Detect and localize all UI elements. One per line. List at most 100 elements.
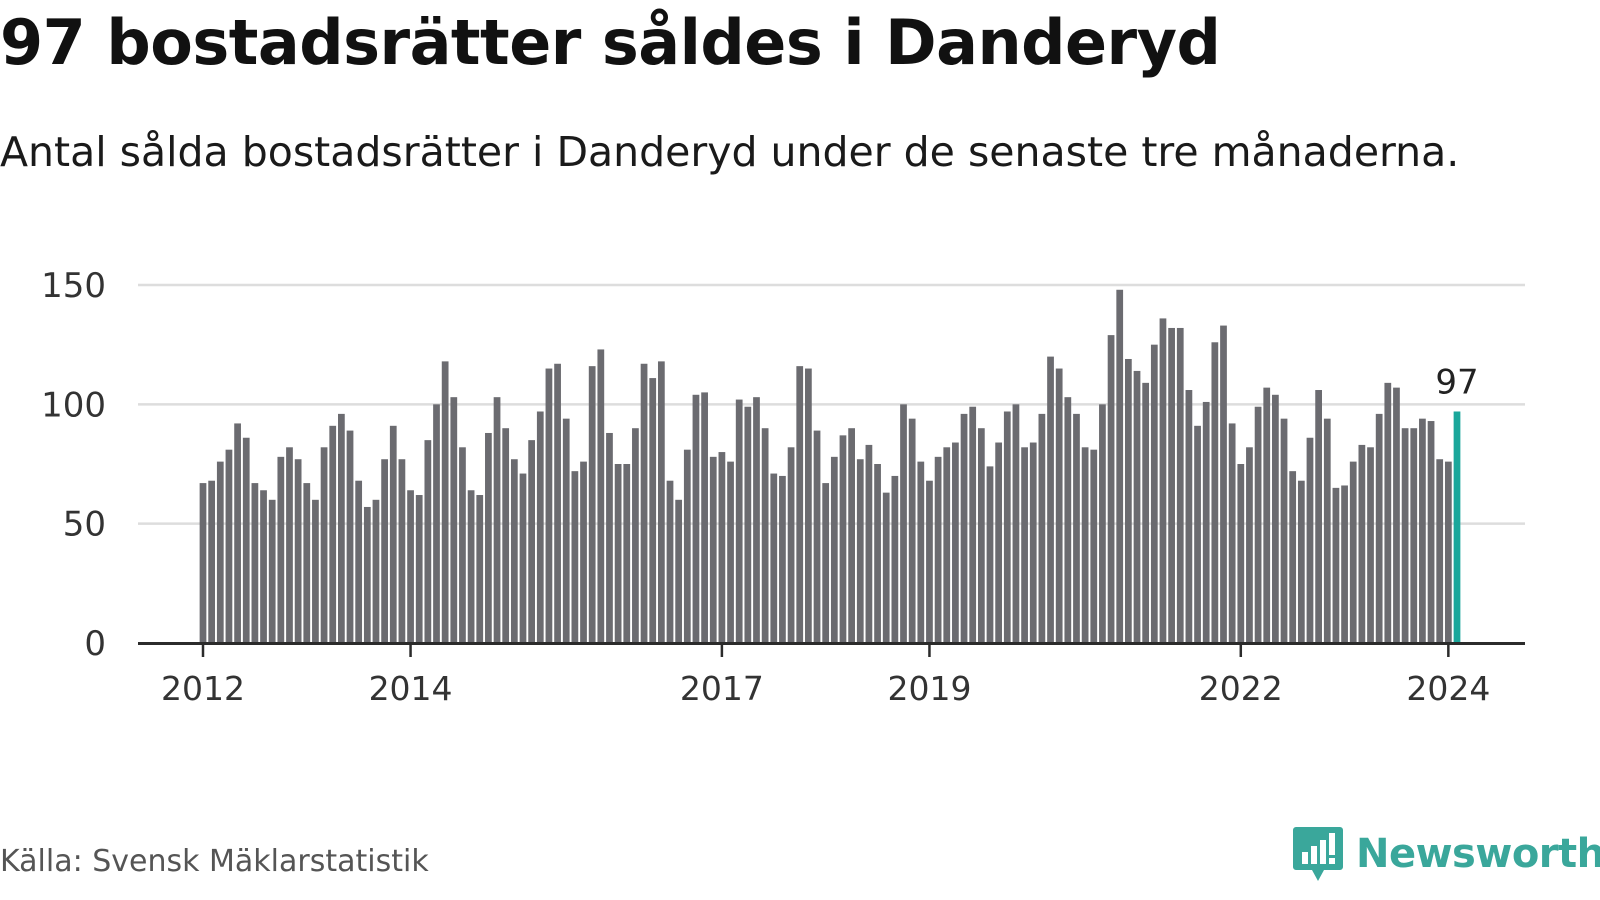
bar [753, 397, 760, 643]
bar [709, 456, 717, 643]
bar [355, 480, 363, 643]
bar [1237, 464, 1245, 643]
x-tick-label: 2012 [161, 669, 245, 708]
bar [372, 499, 380, 643]
bar [1099, 404, 1106, 643]
bar [701, 392, 708, 643]
newsworthy-logo: Newsworthy [1292, 822, 1600, 886]
source-note: Källa: Svensk Mäklarstatistik [0, 844, 429, 879]
bar [770, 473, 778, 643]
bar [1176, 327, 1184, 643]
bar [545, 368, 553, 643]
bar [1358, 444, 1366, 643]
bar [208, 480, 216, 643]
bar [1185, 390, 1193, 643]
x-tick-label: 2017 [680, 669, 764, 708]
y-tick-label: 150 [41, 266, 106, 306]
bar [614, 464, 622, 643]
bar [467, 490, 475, 643]
bar [216, 461, 224, 643]
bar [571, 471, 579, 643]
bar [1444, 461, 1452, 643]
bar [1021, 447, 1028, 643]
x-tick-label: 2022 [1199, 669, 1283, 708]
y-tick-label: 50 [63, 505, 106, 545]
bar [977, 428, 985, 643]
bar [1081, 447, 1089, 643]
bar [787, 447, 795, 643]
bars [199, 289, 1461, 643]
bar [692, 394, 700, 643]
bar [1349, 461, 1357, 643]
bar [1246, 447, 1253, 643]
bar [433, 404, 440, 643]
bar [1073, 413, 1080, 643]
bar [1289, 471, 1297, 643]
bar [1064, 397, 1072, 643]
bar [805, 368, 812, 643]
bar [1332, 487, 1340, 643]
bar [1419, 418, 1426, 643]
x-tick-label: 2024 [1406, 669, 1490, 708]
bar [1436, 459, 1444, 643]
bar [848, 428, 855, 643]
bar [294, 459, 302, 643]
bar [398, 459, 406, 643]
bar [554, 363, 561, 643]
bar [329, 425, 337, 643]
bar [1228, 423, 1236, 643]
bar [830, 456, 838, 643]
bar [718, 452, 726, 643]
bar [649, 378, 657, 643]
bar [822, 483, 830, 643]
bar [1220, 325, 1227, 643]
bar [363, 506, 371, 643]
bar [562, 418, 570, 643]
bar [882, 492, 890, 643]
bar [519, 473, 527, 643]
bar [1168, 327, 1175, 643]
bar [459, 447, 466, 643]
bar [1055, 368, 1063, 643]
bar [1142, 382, 1150, 643]
bar-highlight [1453, 411, 1461, 643]
bar [493, 397, 501, 643]
bar [1012, 404, 1020, 643]
bar [1375, 413, 1383, 643]
bar [1410, 428, 1418, 643]
bar [199, 483, 207, 643]
bar [623, 464, 631, 643]
bar [225, 449, 233, 643]
bar [1133, 370, 1141, 643]
bar [934, 456, 942, 643]
chart-subtitle: Antal sålda bostadsrätter i Danderyd und… [0, 128, 1460, 176]
bar [1116, 289, 1124, 643]
bar [415, 495, 423, 643]
bar [727, 461, 734, 643]
bar-chart: 0 50 100 150 2012 2014 2017 2019 2022 2024 97 [41, 266, 1525, 708]
newsworthy-chart-icon [1293, 827, 1343, 881]
bar [813, 430, 821, 643]
bar [744, 406, 752, 643]
bar [908, 418, 916, 643]
bar [761, 428, 769, 643]
bar [874, 464, 881, 643]
bar [277, 456, 285, 643]
chart-title: 97 bostadsrätter såldes i Danderyd [0, 6, 1221, 79]
bar [632, 428, 639, 643]
bar [1038, 413, 1046, 643]
bar [346, 430, 354, 643]
bar [683, 449, 691, 643]
bar [839, 435, 847, 643]
bar [1003, 411, 1011, 643]
bar [320, 447, 328, 643]
bar [441, 361, 449, 643]
bar [1341, 485, 1348, 643]
bar [251, 483, 259, 643]
bar [303, 483, 311, 643]
bar [856, 459, 864, 643]
bar [960, 413, 968, 643]
bar [1367, 447, 1374, 643]
bar [510, 459, 518, 643]
y-axis-ticks: 0 50 100 150 [41, 266, 106, 664]
